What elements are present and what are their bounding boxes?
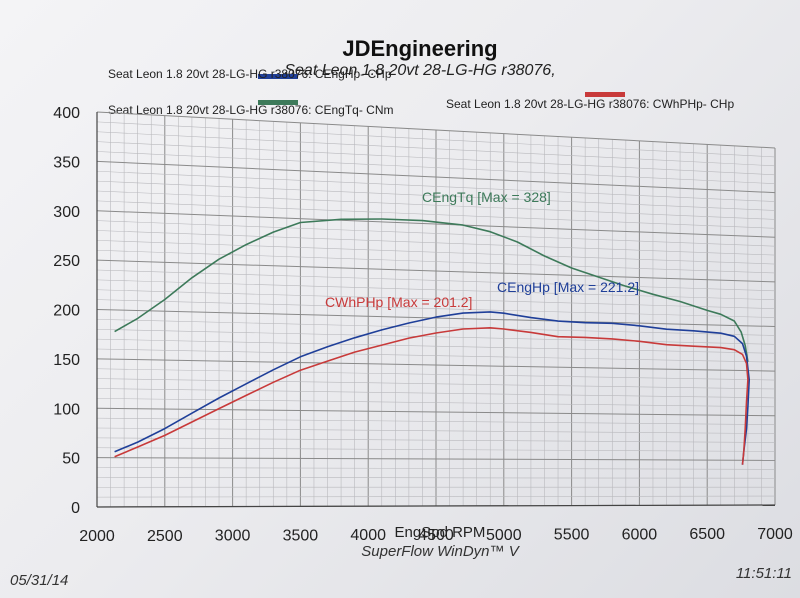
software-label: SuperFlow WinDyn™ V — [361, 543, 520, 560]
annotation-cwhphp: CWhPHp [Max = 201.2] — [325, 294, 472, 310]
grid-line-h — [96, 121, 776, 158]
grid-line-h — [96, 249, 776, 274]
x-tick-label: 3500 — [283, 527, 319, 544]
grid — [96, 111, 776, 508]
legend-entry: Seat Leon 1.8 20vt 28-LG-HG r38076: CWhP… — [446, 97, 734, 111]
x-tick-label: 4500 — [418, 527, 454, 544]
legend-swatch — [258, 74, 298, 79]
grid-line-h — [96, 180, 776, 211]
y-tick-label: 200 — [53, 303, 80, 320]
grid-line-h — [96, 200, 776, 229]
y-tick-label: 250 — [53, 253, 80, 270]
y-tick-label: 100 — [53, 401, 80, 418]
grid-line-h — [96, 210, 776, 238]
grid-line-h — [96, 417, 776, 425]
y-tick-label: 50 — [62, 451, 80, 468]
x-tick-label: 5000 — [486, 527, 522, 544]
legend-swatch — [585, 92, 625, 97]
print-time: 11:51:11 — [736, 565, 792, 582]
grid-line-h — [96, 160, 776, 194]
y-tick-label: 150 — [53, 352, 80, 369]
x-tick-label: 3000 — [215, 528, 251, 545]
chart-title: JDEngineering — [342, 36, 497, 61]
y-tick-label: 350 — [53, 154, 80, 171]
grid-line-h — [96, 477, 776, 479]
grid-line-h — [96, 378, 776, 390]
grid-line-h — [96, 309, 776, 327]
grid-line-h — [96, 220, 776, 247]
grid-line-h — [96, 398, 776, 408]
y-tick-label: 0 — [71, 500, 80, 517]
grid-line-h — [96, 170, 776, 202]
legend: Seat Leon 1.8 20vt 28-LG-HG r38076: CEng… — [108, 67, 734, 117]
grid-line-h — [96, 151, 776, 184]
grid-line-h — [96, 269, 776, 292]
grid-line-h — [96, 457, 776, 461]
grid-line-h — [96, 447, 776, 452]
grid-line-h — [96, 131, 776, 167]
grid-line-h — [96, 338, 776, 354]
y-axis-ticks: 0 50 100 150 200 250 300 350 400 — [53, 105, 80, 517]
grid-line-h — [96, 407, 776, 417]
annotation-cenghp: CEngHp [Max = 221.2] — [497, 279, 639, 295]
grid-line-h — [96, 358, 776, 372]
grid-line-h — [96, 111, 776, 149]
grid-line-h — [96, 388, 776, 399]
grid-line-h — [96, 240, 776, 265]
grid-line-h — [96, 259, 776, 283]
print-date: 05/31/14 — [10, 572, 68, 589]
grid-line-h — [96, 141, 776, 176]
series-line-cwhphp — [114, 327, 749, 465]
x-tick-label: 6000 — [622, 526, 658, 543]
grid-line-h — [96, 328, 776, 345]
x-tick-label: 2000 — [79, 528, 115, 545]
grid-line-h — [96, 467, 776, 470]
legend-entry: Seat Leon 1.8 20vt 28-LG-HG r38076: CEng… — [108, 67, 392, 81]
x-tick-label: 4000 — [350, 527, 386, 544]
series-line-cengtq — [114, 218, 749, 362]
legend-swatch — [258, 100, 298, 105]
grid-line-h — [96, 437, 776, 443]
series-lines — [114, 218, 750, 465]
y-tick-label: 400 — [53, 105, 80, 122]
grid-line-h — [96, 427, 776, 434]
chart-subtitle: Seat Leon 1.8 20vt 28-LG-HG r38076, — [284, 62, 555, 79]
x-axis-label: EngSpd RPM — [395, 524, 486, 541]
annotation-cengtq: CEngTq [Max = 328] — [422, 189, 551, 205]
grid-line-h — [96, 319, 776, 336]
x-tick-label: 6500 — [689, 526, 725, 543]
x-tick-label: 5500 — [554, 527, 590, 544]
grid-line-h — [96, 495, 776, 498]
grid-line-h — [96, 190, 776, 220]
legend-entry: Seat Leon 1.8 20vt 28-LG-HG r38076: CEng… — [108, 103, 393, 117]
grid-line-h — [96, 299, 776, 318]
x-axis-ticks: 2000 2500 3000 3500 4000 4500 5000 5500 6000 6500… — [79, 526, 793, 545]
y-tick-label: 300 — [53, 204, 80, 221]
annotations: CEngTq [Max = 328] CEngHp [Max = 221.2] CW… — [325, 189, 639, 310]
x-axis-line — [96, 504, 776, 508]
x-tick-label: 2500 — [147, 528, 183, 545]
grid-line-h — [96, 348, 776, 363]
grid-line-h — [96, 368, 776, 381]
grid-line-h — [96, 230, 776, 256]
x-tick-label: 7000 — [757, 526, 793, 543]
series-line-cenghp — [114, 311, 750, 465]
grid-line-h — [96, 289, 776, 309]
